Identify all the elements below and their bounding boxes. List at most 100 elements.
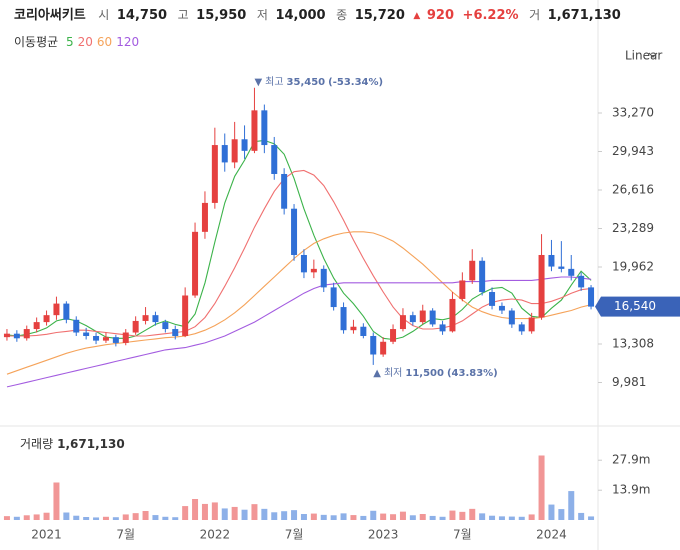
volume-bar: [182, 506, 189, 520]
candle-body: [558, 266, 565, 269]
volume-bar: [13, 516, 20, 520]
y-tick-label: 26,616: [612, 183, 654, 197]
candle-body: [360, 326, 367, 336]
legend-item: 20: [78, 35, 93, 49]
candle-body: [251, 110, 258, 151]
candle-body: [221, 145, 228, 163]
candle-body: [300, 254, 307, 273]
volume-bar: [251, 504, 258, 520]
volume-bar: [23, 515, 30, 520]
volume-bar: [320, 514, 327, 520]
candle-body: [449, 298, 456, 332]
candle-body: [63, 303, 70, 320]
candle-body: [548, 254, 555, 267]
ma-line: [6, 276, 592, 388]
volume-bar: [261, 508, 268, 520]
volume-bar: [340, 513, 347, 520]
candle-body: [43, 315, 50, 323]
candle-body: [469, 260, 476, 281]
change-pct: +6.22%: [463, 8, 519, 23]
chevron-icon: [648, 52, 658, 58]
volume-bar: [241, 509, 248, 520]
annotation-marker: ▼: [254, 77, 262, 88]
volume-bar: [538, 455, 545, 520]
legend-item: 5: [66, 35, 74, 49]
candle-body: [33, 322, 40, 330]
volume-bar: [548, 504, 555, 520]
candle-body: [53, 303, 60, 316]
volume-bar: [479, 513, 486, 520]
volume-bar: [360, 515, 367, 520]
volume-bar: [578, 512, 585, 520]
annotation-change: (-53.34%): [328, 77, 383, 88]
current-price-tag: [601, 296, 680, 317]
x-tick-label: 2021: [31, 528, 62, 542]
volume-title-value: 1,671,130: [57, 437, 125, 451]
volume-bar: [300, 514, 307, 520]
volume-bar: [112, 517, 119, 520]
candle-body: [350, 326, 357, 331]
volume-bar: [192, 499, 199, 520]
volume-bar: [211, 502, 218, 520]
volume-bar: [370, 510, 377, 520]
volume-title: 거래량 1,671,130: [20, 437, 125, 451]
y-tick-label: 33,270: [612, 106, 654, 120]
y-tick-label: 27.9m: [612, 453, 650, 467]
high-value: 15,950: [196, 8, 246, 23]
candle-body: [271, 145, 278, 174]
candle-body: [281, 173, 288, 209]
candle-body: [459, 280, 466, 299]
volume-bar: [33, 514, 40, 520]
ma-line: [6, 231, 592, 375]
volume-bar: [469, 508, 476, 520]
open-value: 14,750: [117, 8, 167, 23]
candle-body: [588, 287, 595, 307]
price-annotation: ▲ 최저 11,500 (43.83%): [373, 367, 498, 379]
candle-body: [172, 329, 179, 336]
candle-body: [409, 315, 416, 323]
ma-legend[interactable]: 이동평균 5 20 60 120: [14, 35, 139, 49]
scale-label: Linear: [625, 49, 662, 63]
volume-bar: [231, 506, 238, 520]
volume-bar: [558, 509, 565, 520]
volume-bar: [132, 513, 139, 520]
scale-toggle[interactable]: Linear: [625, 49, 662, 63]
candle-body: [479, 260, 486, 293]
volume-bar: [459, 511, 466, 520]
volume-bar: [508, 516, 515, 520]
volume-bar: [518, 516, 525, 520]
x-tick-label: 7월: [285, 528, 304, 542]
candle-body: [93, 335, 100, 341]
annotation-text: 최고: [265, 76, 283, 88]
ma-line: [6, 139, 592, 341]
x-tick-label: 2023: [368, 528, 399, 542]
volume-bar: [568, 491, 575, 520]
candle-body: [162, 322, 169, 330]
volume-bar: [102, 516, 109, 520]
y-tick-label: 13.9m: [612, 483, 650, 497]
candle-body: [489, 292, 496, 306]
candle-body: [182, 295, 189, 336]
candle-body: [568, 268, 575, 276]
close-value: 15,720: [355, 8, 405, 23]
candle-body: [320, 268, 327, 288]
candle-body: [122, 332, 129, 343]
candle-body: [192, 231, 199, 296]
candle-body: [261, 110, 268, 146]
candle-body: [330, 287, 337, 308]
volume-title-text: 거래량: [20, 437, 53, 451]
volume-bar: [310, 513, 317, 520]
candle-body: [3, 333, 10, 338]
stock-name: 코리아써키트: [14, 7, 86, 23]
legend-title: 이동평균: [14, 35, 58, 49]
current-price-pointer: [595, 296, 601, 317]
candle-body: [380, 341, 387, 355]
volume-bar: [83, 517, 90, 520]
volume-bar: [93, 517, 100, 520]
candle-body: [291, 208, 298, 255]
volume-bar: [63, 512, 70, 520]
high-label: 고: [178, 8, 189, 22]
y-tick-label: 19,962: [612, 259, 654, 273]
